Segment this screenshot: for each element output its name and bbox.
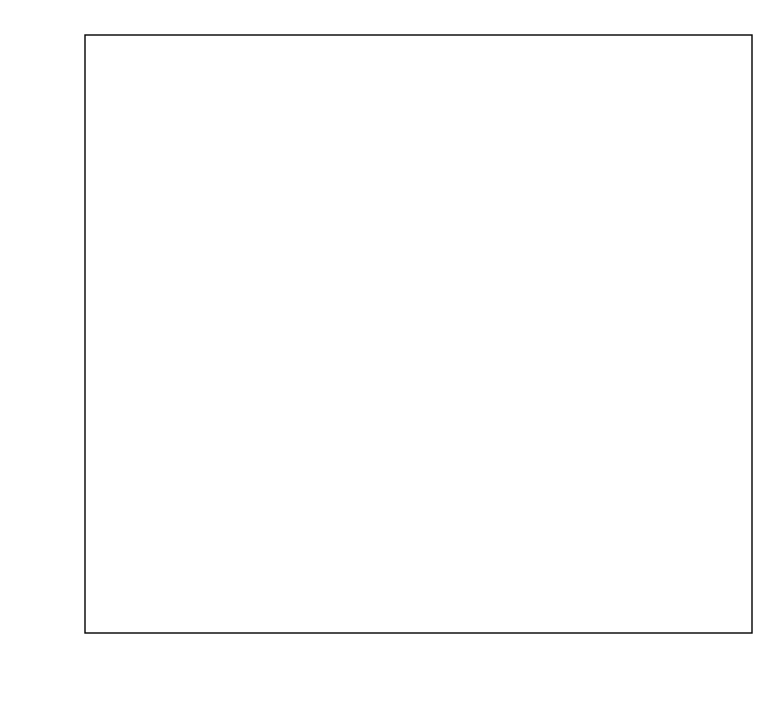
plot-border	[84, 34, 753, 634]
